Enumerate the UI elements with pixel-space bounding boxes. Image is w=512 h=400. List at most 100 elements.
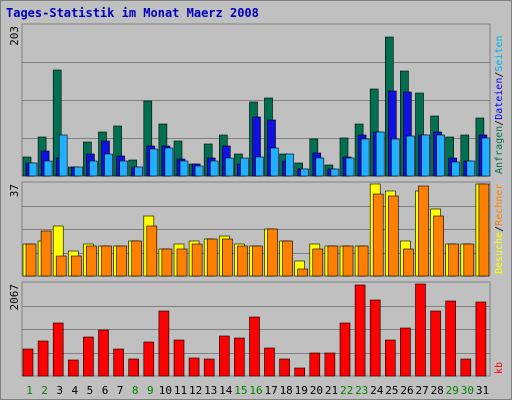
bar-seiten-29 [451, 161, 461, 177]
bar-seiten-20 [315, 157, 325, 177]
bar-rechner-15 [237, 245, 248, 277]
day-label-29: 29 [446, 384, 459, 397]
legend-entry: / [494, 120, 505, 126]
legend-entry: Dateien [494, 78, 505, 120]
bar-rechner-2 [40, 230, 52, 277]
panel-middle-ymax-label: 37 [8, 184, 21, 197]
day-label-22: 22 [340, 384, 353, 397]
bar-rechner-20 [312, 248, 324, 277]
day-label-27: 27 [415, 384, 428, 397]
bar-seiten-22 [345, 157, 355, 177]
bar-seiten-5 [89, 160, 98, 177]
bar-seiten-27 [421, 134, 430, 177]
bar-rechner-8 [131, 240, 142, 277]
bar-rechner-28 [433, 215, 444, 277]
day-label-4: 4 [71, 384, 78, 397]
bar-rechner-10 [161, 248, 173, 277]
day-label-9: 9 [147, 384, 154, 397]
bar-seiten-23 [360, 138, 370, 177]
panel-middle-legend: Besuche/Rechner [494, 184, 505, 274]
bar-kb-4 [68, 359, 79, 377]
bar-rechner-26 [403, 248, 414, 277]
day-label-13: 13 [204, 384, 217, 397]
legend-entry: kb [494, 362, 505, 374]
bar-kb-11 [173, 339, 185, 377]
bar-rechner-31 [478, 183, 490, 277]
bar-seiten-24 [375, 131, 385, 177]
legend-entry: Anfragen [494, 126, 505, 174]
bar-seiten-25 [390, 138, 400, 177]
bar-seiten-31 [481, 137, 491, 177]
bar-rechner-14 [222, 238, 233, 277]
bar-rechner-19 [297, 268, 309, 277]
day-label-6: 6 [102, 384, 109, 397]
bar-kb-5 [83, 336, 94, 377]
day-label-23: 23 [355, 384, 368, 397]
day-label-12: 12 [189, 384, 202, 397]
day-label-18: 18 [280, 384, 293, 397]
day-label-2: 2 [41, 384, 48, 397]
legend-entry: / [494, 72, 505, 78]
bar-kb-10 [158, 310, 170, 377]
bar-seiten-21 [330, 168, 340, 177]
panel-top-legend: Anfragen/Dateien/Seiten [494, 35, 505, 174]
day-label-21: 21 [325, 384, 338, 397]
bar-seiten-16 [255, 156, 264, 177]
legend-entry: Rechner [494, 184, 505, 226]
bar-seiten-10 [164, 147, 174, 177]
bar-seiten-8 [134, 166, 143, 177]
bar-rechner-4 [71, 255, 82, 277]
bar-kb-6 [98, 329, 109, 377]
bar-rechner-7 [116, 245, 127, 277]
bar-kb-31 [475, 301, 487, 377]
bar-kb-17 [264, 347, 275, 377]
bar-kb-19 [294, 367, 306, 377]
bar-kb-26 [400, 327, 411, 377]
day-label-10: 10 [159, 384, 172, 397]
bar-rechner-30 [463, 243, 475, 277]
bar-kb-28 [430, 310, 441, 377]
bar-rechner-23 [357, 245, 369, 277]
legend-entry: / [494, 226, 505, 232]
chart-title: Tages-Statistik im Monat Maerz 2008 [6, 6, 259, 20]
day-label-26: 26 [400, 384, 413, 397]
bar-rechner-29 [448, 243, 460, 277]
bar-rechner-16 [252, 245, 263, 277]
bar-rechner-25 [387, 195, 399, 277]
bar-seiten-13 [209, 160, 219, 177]
panel-top-ymax-label: 203 [8, 26, 21, 46]
bar-seiten-30 [466, 160, 476, 177]
bar-kb-1 [22, 348, 34, 377]
bar-kb-2 [37, 340, 49, 377]
bar-seiten-19 [300, 168, 310, 177]
day-label-14: 14 [219, 384, 233, 397]
bar-seiten-1 [28, 162, 38, 177]
bar-rechner-21 [327, 245, 339, 277]
day-label-28: 28 [431, 384, 444, 397]
bar-seiten-12 [194, 165, 204, 177]
bar-rechner-1 [25, 243, 37, 277]
bar-rechner-12 [191, 243, 203, 277]
bar-seiten-14 [225, 157, 234, 177]
bar-kb-18 [279, 358, 290, 377]
bar-kb-29 [445, 300, 457, 377]
bar-seiten-9 [149, 148, 159, 177]
panel-bottom-ymax-label: 2067 [8, 284, 21, 311]
bar-kb-7 [113, 348, 124, 377]
bar-kb-9 [143, 341, 155, 377]
bar-rechner-17 [267, 228, 278, 277]
bar-kb-25 [384, 339, 396, 377]
bar-seiten-18 [285, 153, 294, 177]
bar-seiten-3 [58, 134, 68, 177]
bar-rechner-13 [206, 238, 218, 277]
legend-entry: Seiten [494, 35, 505, 71]
bar-kb-24 [369, 299, 381, 377]
bar-kb-8 [128, 358, 139, 377]
bar-kb-15 [234, 337, 245, 377]
bar-kb-13 [203, 358, 215, 377]
bar-seiten-2 [43, 160, 53, 177]
bar-rechner-27 [418, 185, 429, 277]
bar-kb-20 [309, 352, 321, 377]
panel-bottom-legend: kb [494, 362, 505, 374]
